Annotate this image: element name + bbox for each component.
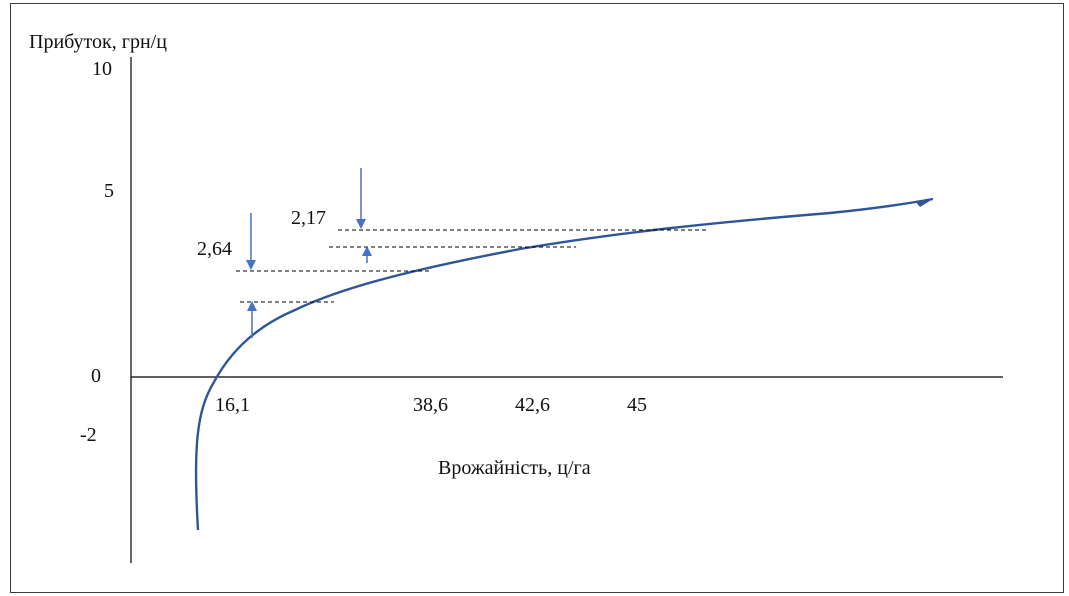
y-tick-label: 5 [104, 180, 114, 202]
x-tick-label: 45 [627, 394, 647, 416]
x-tick-label: 42,6 [515, 394, 550, 416]
profit-curve [194, 197, 934, 531]
y-tick-label: 0 [91, 365, 101, 387]
x-tick-label: 38,6 [413, 394, 448, 416]
chart-frame [10, 3, 1064, 593]
y-axis-label: Прибуток, грн/ц [29, 31, 167, 53]
annotation-label-2-17: 2,17 [291, 207, 326, 229]
x-tick-label: 16,1 [215, 394, 250, 416]
annotation-label-2-64: 2,64 [197, 238, 232, 260]
curve-end-arrowhead [915, 199, 933, 207]
y-tick-label: 10 [92, 58, 112, 80]
y-tick-label: -2 [80, 424, 97, 446]
x-axis-label: Врожайність, ц/га [438, 457, 591, 479]
